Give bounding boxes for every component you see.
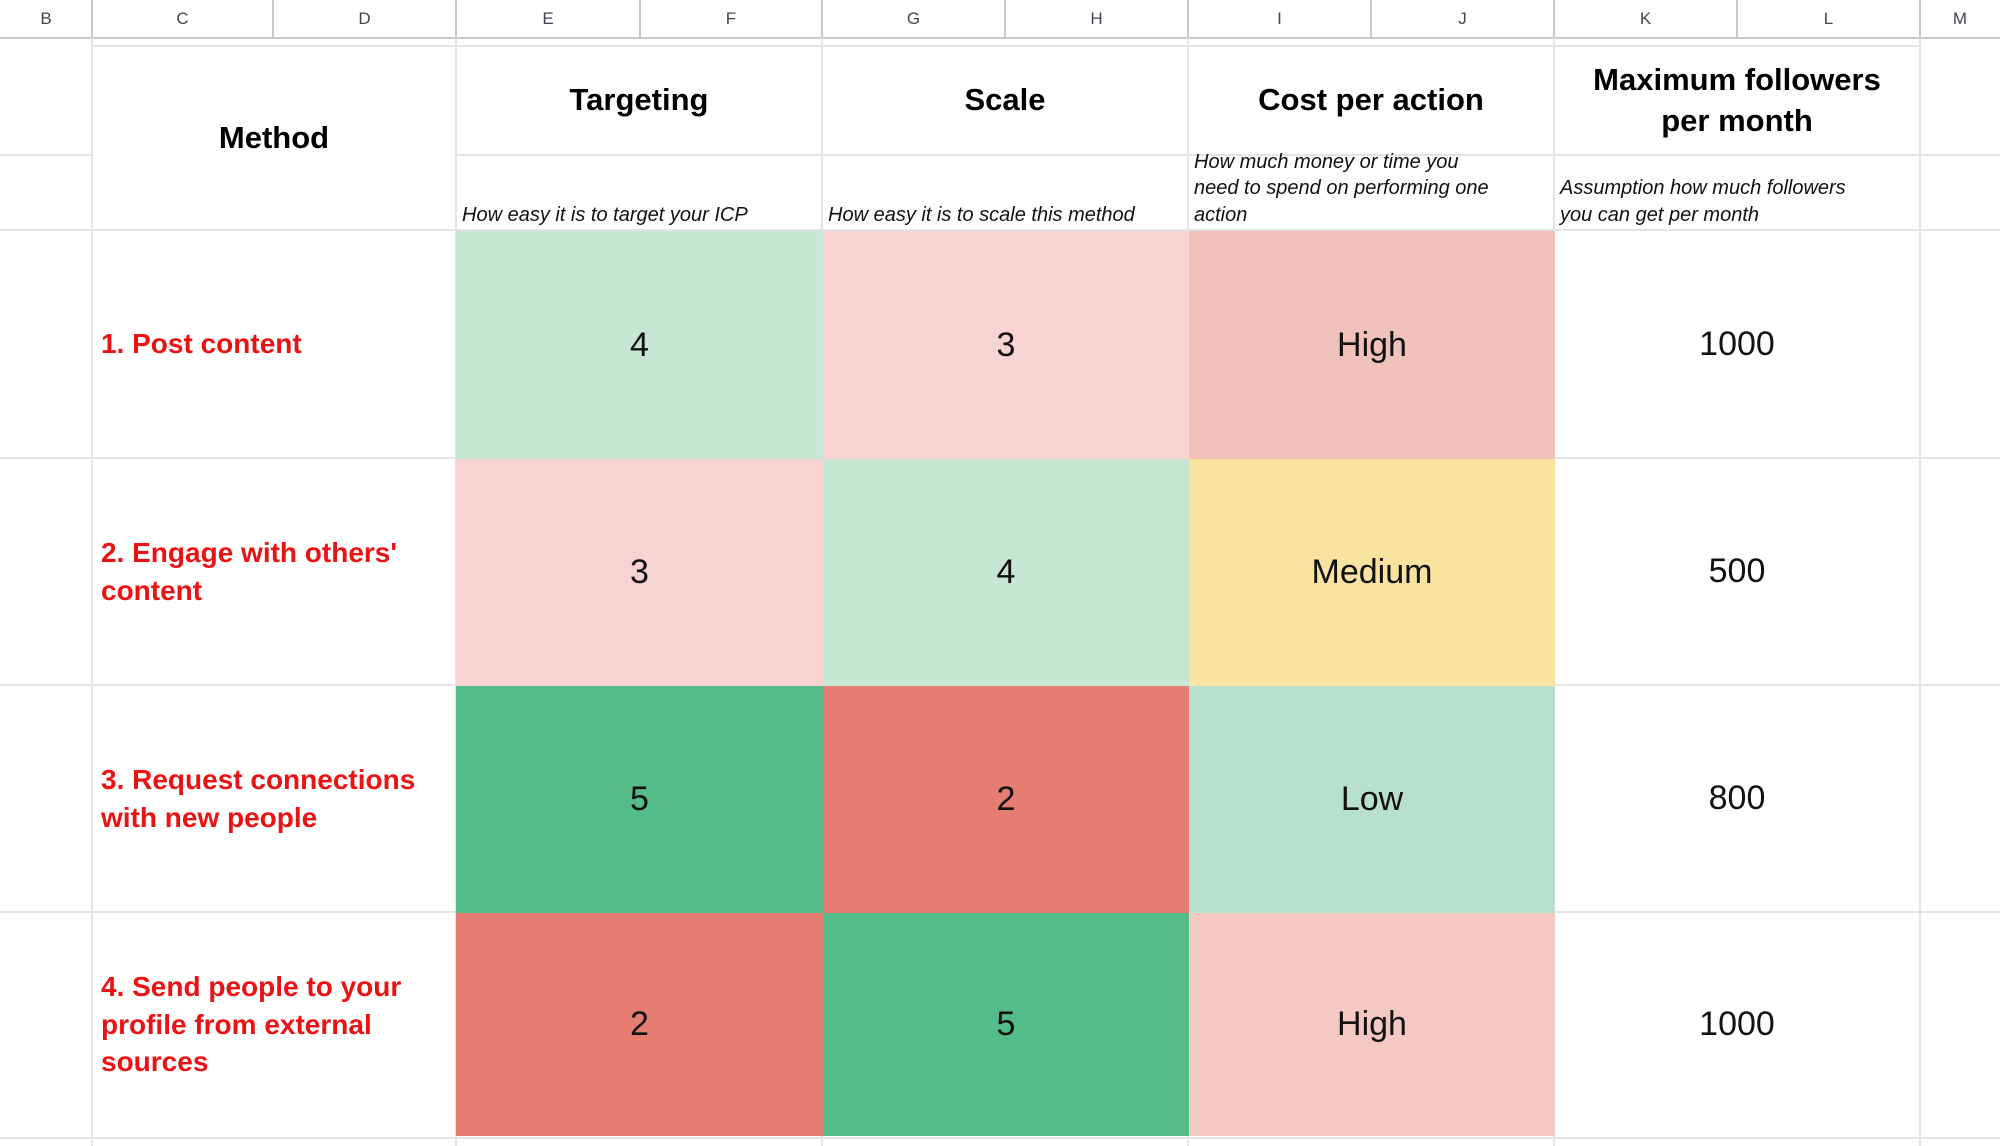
targeting-value-cell-row3[interactable]: 5: [456, 686, 823, 913]
cost-per-action-header-cell[interactable]: Cost per action: [1258, 82, 1484, 118]
column-header-m[interactable]: M: [1920, 0, 2000, 38]
column-header-k[interactable]: K: [1554, 0, 1737, 38]
cost-value-cell-row2[interactable]: Medium: [1189, 459, 1555, 686]
targeting-description-cell[interactable]: How easy it is to target your ICP: [462, 203, 748, 226]
cost-description-cell[interactable]: How much money or time you need to spend…: [1194, 150, 1489, 226]
method-cell-row2[interactable]: 2. Engage with others' content: [101, 536, 398, 606]
scale-value-cell-row2[interactable]: 4: [823, 459, 1189, 686]
scale-value-cell-row4[interactable]: 5: [823, 913, 1189, 1136]
max-followers-cell-row3[interactable]: 800: [1708, 779, 1766, 817]
gridline-h: [0, 1137, 2000, 1139]
gridline-v: [1736, 0, 1738, 38]
column-header-b[interactable]: B: [0, 0, 92, 38]
column-header-g[interactable]: G: [822, 0, 1005, 38]
gridline-v: [1004, 0, 1006, 38]
targeting-value-cell-row1[interactable]: 4: [456, 231, 823, 459]
gridline-v: [91, 38, 93, 1146]
column-header-h[interactable]: H: [1005, 0, 1188, 38]
cost-value-cell-row3[interactable]: Low: [1189, 686, 1555, 913]
gridline-v: [1553, 0, 1555, 38]
gridline-v: [91, 0, 93, 38]
gridline-v: [639, 0, 641, 38]
column-header-l[interactable]: L: [1737, 0, 1920, 38]
gridline-v: [455, 0, 457, 38]
column-header-e[interactable]: E: [456, 0, 640, 38]
max-followers-description-cell[interactable]: Assumption how much followers you can ge…: [1560, 177, 1846, 226]
column-header-d[interactable]: D: [273, 0, 456, 38]
scale-header-cell[interactable]: Scale: [964, 82, 1046, 118]
max-followers-cell-row1[interactable]: 1000: [1699, 324, 1775, 363]
method-cell-row3[interactable]: 3. Request connections with new people: [101, 763, 416, 833]
scale-description-cell[interactable]: How easy it is to scale this method: [828, 203, 1135, 226]
method-cell-row4[interactable]: 4. Send people to your profile from exte…: [101, 970, 402, 1078]
gridline-h: [0, 229, 2000, 231]
gridline-v: [272, 0, 274, 38]
column-header-i[interactable]: I: [1188, 0, 1371, 38]
scale-value-cell-row3[interactable]: 2: [823, 686, 1189, 913]
method-cell-row1[interactable]: 1. Post content: [101, 328, 302, 360]
gridline-h: [0, 37, 2000, 39]
targeting-header-cell[interactable]: Targeting: [569, 82, 709, 118]
cost-value-cell-row4[interactable]: High: [1189, 913, 1555, 1136]
targeting-value-cell-row4[interactable]: 2: [456, 913, 823, 1136]
gridline-v: [821, 0, 823, 38]
max-followers-cell-row4[interactable]: 1000: [1699, 1005, 1775, 1043]
gridline-v: [1919, 38, 1921, 1146]
gridline-h: [91, 45, 1921, 47]
gridline-v: [1187, 0, 1189, 38]
method-header-cell[interactable]: Method: [93, 47, 455, 229]
column-header-c[interactable]: C: [92, 0, 273, 38]
targeting-value-cell-row2[interactable]: 3: [456, 459, 823, 686]
gridline-h: [0, 154, 2000, 156]
gridline-v: [1919, 0, 1921, 38]
scale-value-cell-row1[interactable]: 3: [823, 231, 1189, 459]
max-followers-cell-row2[interactable]: 500: [1708, 552, 1766, 590]
column-header-f[interactable]: F: [640, 0, 822, 38]
gridline-v: [1370, 0, 1372, 38]
max-followers-header-cell[interactable]: Maximum followers per month: [1593, 62, 1881, 138]
cost-value-cell-row1[interactable]: High: [1189, 231, 1555, 459]
column-header-j[interactable]: J: [1371, 0, 1554, 38]
